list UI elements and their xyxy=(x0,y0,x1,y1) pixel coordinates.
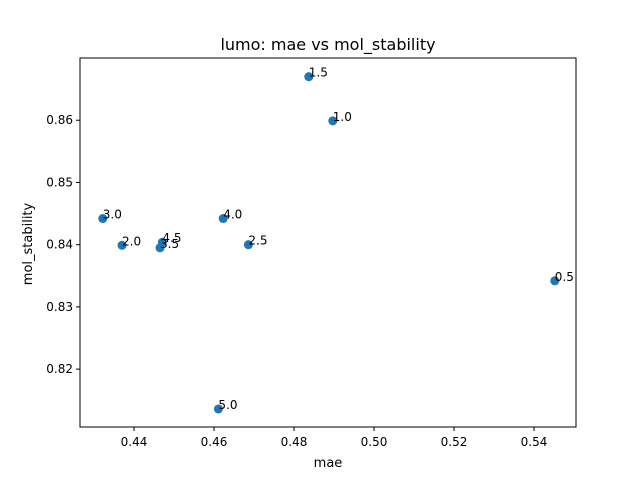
x-tick-label: 0.54 xyxy=(521,435,548,449)
x-tick-label: 0.48 xyxy=(281,435,308,449)
data-point xyxy=(213,404,223,414)
data-points xyxy=(98,72,560,414)
x-tick-label: 0.50 xyxy=(361,435,388,449)
y-tick-label: 0.82 xyxy=(46,362,73,376)
data-point-label: 3.0 xyxy=(103,208,122,222)
data-point-label: 0.5 xyxy=(555,270,574,284)
data-point xyxy=(157,237,167,247)
data-point-label: 5.0 xyxy=(218,398,237,412)
data-point-label: 3.5 xyxy=(160,237,179,251)
x-tick-label: 0.46 xyxy=(201,435,228,449)
data-point xyxy=(98,214,108,224)
chart-title: lumo: mae vs mol_stability xyxy=(220,35,435,55)
y-axis-label: mol_stability xyxy=(21,202,36,285)
data-point xyxy=(550,276,560,286)
x-tick-label: 0.44 xyxy=(121,435,148,449)
data-point-label: 1.0 xyxy=(333,110,352,124)
data-point xyxy=(117,240,127,250)
data-point xyxy=(243,240,253,250)
plot-frame xyxy=(79,57,577,428)
data-point-label: 4.0 xyxy=(223,208,242,222)
data-point-label: 2.0 xyxy=(122,234,141,248)
y-tick-label: 0.83 xyxy=(46,300,73,314)
y-tick-label: 0.86 xyxy=(46,113,73,127)
data-point xyxy=(304,72,314,82)
data-point xyxy=(218,214,228,224)
axis-ticks: 0.44 0.46 0.48 0.50 0.52 0.54 0.82 0.83 0.84 0.85… xyxy=(46,113,547,449)
data-point-label: 1.5 xyxy=(309,66,328,80)
data-point xyxy=(328,116,338,126)
data-point-label: 2.5 xyxy=(248,234,267,248)
y-tick-label: 0.84 xyxy=(46,238,73,252)
y-tick-label: 0.85 xyxy=(46,175,73,189)
data-point-label: 4.5 xyxy=(162,231,181,245)
data-point-labels: 0.5 1.0 1.5 2.0 2.5 3.0 3.5 4.0 4.5 5.0 xyxy=(103,66,574,412)
x-tick-label: 0.52 xyxy=(441,435,468,449)
x-axis-label: mae xyxy=(314,456,343,471)
